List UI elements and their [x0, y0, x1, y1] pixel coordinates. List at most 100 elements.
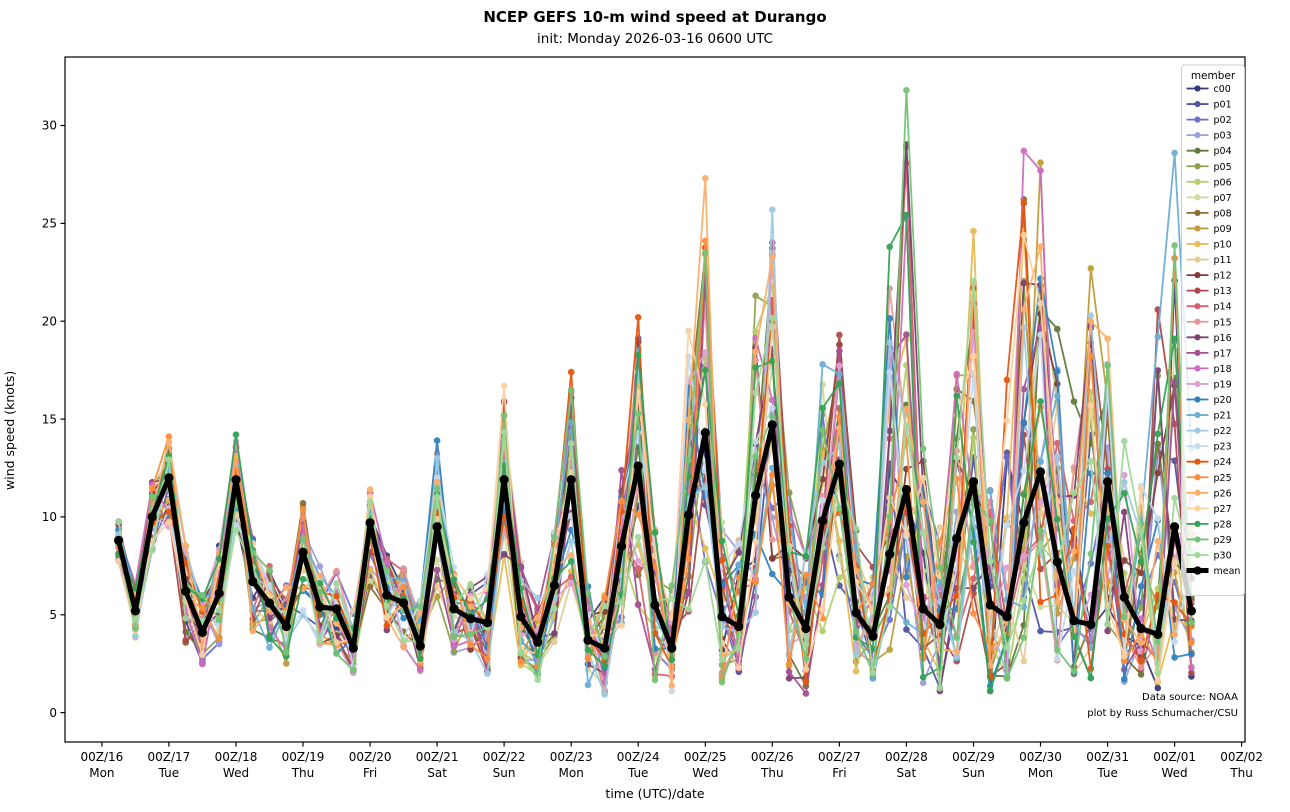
x-tick-label: 00Z/17: [147, 750, 190, 764]
legend-item-p05: p05: [1186, 162, 1232, 173]
svg-text:p05: p05: [1214, 162, 1232, 173]
legend-item-p27: p27: [1186, 504, 1232, 515]
x-tick-label: 00Z/25: [684, 750, 727, 764]
x-tick-day-label: Wed: [223, 766, 249, 780]
x-tick-day-label: Sat: [897, 766, 917, 780]
legend-item-p11: p11: [1186, 255, 1232, 266]
legend-item-p25: p25: [1186, 473, 1232, 484]
mean-line: [114, 420, 1196, 653]
legend-item-p26: p26: [1186, 488, 1232, 499]
x-tick-day-label: Thu: [760, 766, 784, 780]
x-tick-day-label: Sat: [427, 766, 447, 780]
svg-text:p07: p07: [1214, 193, 1232, 204]
x-tick-day-label: Tue: [1096, 766, 1118, 780]
x-tick-label: 00Z/20: [349, 750, 392, 764]
legend-item-p13: p13: [1186, 286, 1232, 297]
x-tick-label: 00Z/24: [617, 750, 660, 764]
x-axis-label: time (UTC)/date: [605, 786, 705, 801]
legend-item-p21: p21: [1186, 411, 1232, 422]
svg-text:p30: p30: [1214, 551, 1232, 562]
legend-item-p15: p15: [1186, 317, 1232, 328]
legend-item-p17: p17: [1186, 348, 1232, 359]
legend-item-p19: p19: [1186, 379, 1232, 390]
legend-item-c00: c00: [1186, 84, 1231, 95]
x-tick-day-label: Tue: [158, 766, 180, 780]
legend-item-p09: p09: [1186, 224, 1232, 235]
y-tick-label: 0: [49, 706, 57, 720]
legend-item-p12: p12: [1186, 271, 1232, 282]
x-tick-day-label: Mon: [1028, 766, 1053, 780]
legend-item-p01: p01: [1186, 100, 1232, 111]
legend-item-p30: p30: [1186, 551, 1232, 562]
y-tick-label: 25: [42, 217, 57, 231]
svg-text:p25: p25: [1214, 473, 1232, 484]
svg-text:p16: p16: [1214, 333, 1232, 344]
legend-item-p08: p08: [1186, 208, 1232, 219]
x-tick-day-label: Thu: [291, 766, 315, 780]
svg-text:p03: p03: [1214, 131, 1232, 142]
svg-text:p27: p27: [1214, 504, 1232, 515]
x-tick-day-label: Mon: [89, 766, 114, 780]
y-tick-label: 20: [42, 314, 57, 328]
svg-text:p11: p11: [1214, 255, 1232, 266]
legend-item-p28: p28: [1186, 519, 1232, 530]
x-tick-day-label: Wed: [1162, 766, 1188, 780]
legend-item-p22: p22: [1186, 426, 1232, 437]
x-tick-day-label: Fri: [363, 766, 377, 780]
svg-text:p15: p15: [1214, 317, 1232, 328]
x-tick-label: 00Z/31: [1086, 750, 1129, 764]
svg-text:p24: p24: [1214, 457, 1232, 468]
y-tick-label: 10: [42, 510, 57, 524]
legend-item-p10: p10: [1186, 240, 1232, 251]
legend-item-p24: p24: [1186, 457, 1232, 468]
svg-text:c00: c00: [1214, 84, 1231, 95]
x-tick-label: 00Z/22: [483, 750, 526, 764]
svg-text:p26: p26: [1214, 488, 1232, 499]
x-tick-label: 00Z/27: [818, 750, 861, 764]
x-tick-label: 00Z/18: [215, 750, 258, 764]
x-tick-label: 00Z/19: [282, 750, 325, 764]
x-tick-day-label: Wed: [692, 766, 718, 780]
x-tick-label: 00Z/16: [80, 750, 123, 764]
x-tick-label: 00Z/21: [416, 750, 459, 764]
x-tick-label: 00Z/02: [1220, 750, 1263, 764]
svg-text:p29: p29: [1214, 535, 1232, 546]
svg-text:mean: mean: [1214, 566, 1241, 577]
svg-text:p13: p13: [1214, 286, 1232, 297]
x-tick-day-label: Thu: [1229, 766, 1253, 780]
legend-item-p14: p14: [1186, 302, 1232, 313]
svg-text:p06: p06: [1214, 177, 1232, 188]
x-axis-ticks: 00Z/16 Mon 00Z/17 Tue 00Z/18 Wed 00Z/19 Thu 00Z/…: [80, 742, 1263, 780]
y-tick-label: 30: [42, 119, 57, 133]
legend-item-p29: p29: [1186, 535, 1232, 546]
x-tick-label: 00Z/01: [1153, 750, 1196, 764]
x-tick-label: 00Z/28: [885, 750, 928, 764]
y-tick-label: 15: [42, 412, 57, 426]
svg-text:p01: p01: [1214, 100, 1232, 111]
x-tick-day-label: Sun: [493, 766, 516, 780]
legend-item-p20: p20: [1186, 395, 1232, 406]
svg-text:p17: p17: [1214, 348, 1232, 359]
svg-text:p22: p22: [1214, 426, 1232, 437]
x-tick-label: 00Z/26: [751, 750, 794, 764]
legend-item-p06: p06: [1186, 177, 1232, 188]
svg-text:p04: p04: [1214, 146, 1232, 157]
legend-item-p03: p03: [1186, 131, 1232, 142]
chart-subtitle: init: Monday 2026-03-16 0600 UTC: [537, 31, 773, 47]
y-tick-label: 5: [49, 608, 57, 622]
credit-annotation: plot by Russ Schumacher/CSU: [1087, 708, 1238, 719]
svg-text:p09: p09: [1214, 224, 1232, 235]
legend-item-p04: p04: [1186, 146, 1232, 157]
x-tick-day-label: Mon: [559, 766, 584, 780]
legend-item-mean: mean: [1186, 566, 1241, 577]
legend-item-p02: p02: [1186, 115, 1232, 126]
svg-text:p23: p23: [1214, 442, 1232, 453]
x-tick-day-label: Tue: [627, 766, 649, 780]
svg-text:p14: p14: [1214, 302, 1232, 313]
svg-text:p08: p08: [1214, 208, 1232, 219]
x-tick-day-label: Sun: [962, 766, 985, 780]
legend-item-p18: p18: [1186, 364, 1232, 375]
svg-text:p10: p10: [1214, 240, 1232, 251]
